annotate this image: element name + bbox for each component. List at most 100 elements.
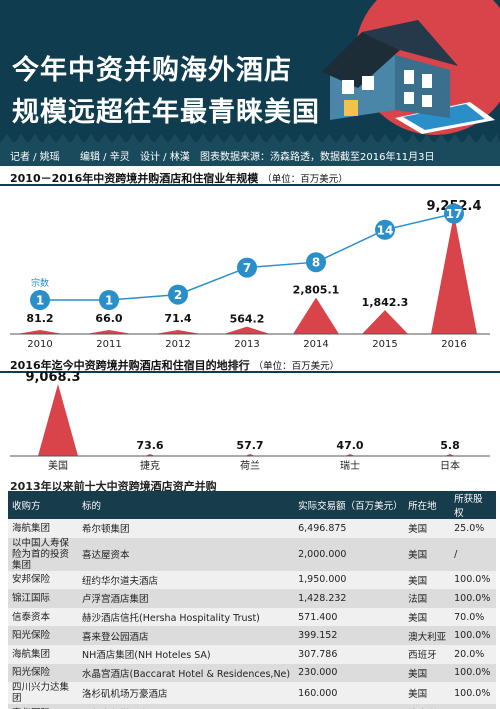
table-header-cell-0: 收购方 bbox=[8, 491, 78, 519]
table-cell: 70.0% bbox=[450, 607, 496, 627]
table-cell: 赫沙酒店信托(Hersha Hospitality Trust) bbox=[78, 607, 295, 627]
table-cell: 洛杉矶机场万豪酒店 bbox=[78, 682, 295, 705]
table-cell: 美国 bbox=[404, 663, 451, 683]
destination-label-美国: 美国 bbox=[48, 459, 68, 472]
page-title-line-2: 规模远超往年最青睐美国 bbox=[12, 97, 320, 128]
value-triangle-2012 bbox=[155, 330, 201, 334]
table-cell: 20.0% bbox=[450, 644, 496, 664]
table-cell: 水晶宫酒店(Baccarat Hotel & Residences,Ne) bbox=[78, 663, 295, 683]
table-row: 四川兴力达集团 洛杉矶机场万豪酒店 160.000 美国 100.0% bbox=[8, 682, 496, 705]
destination-ranking-chart: 9,068.3 73.6 57.7 47.0 5.8 美国 捷克 荷兰 瑞士 日本 bbox=[10, 372, 490, 472]
destination-triangle-美国 bbox=[38, 384, 78, 456]
svg-text:1: 1 bbox=[36, 294, 44, 308]
value-label-2011: 66.0 bbox=[95, 312, 122, 325]
svg-text:7: 7 bbox=[243, 261, 251, 275]
table-cell: 四川兴力达集团 bbox=[8, 682, 78, 705]
chart1-unit: （单位：百万美元） bbox=[262, 174, 348, 185]
deal-count-point-2010: 1 bbox=[30, 290, 50, 310]
credit-editor: 编辑 / 辛灵 bbox=[80, 152, 130, 163]
value-label-2012: 71.4 bbox=[164, 312, 191, 325]
table-cell: 美国 bbox=[404, 682, 451, 705]
value-triangle-2010 bbox=[17, 330, 63, 334]
year-label-2013: 2013 bbox=[234, 339, 259, 350]
year-label-2011: 2011 bbox=[96, 339, 121, 350]
svg-text:14: 14 bbox=[377, 223, 394, 237]
table-cell: 希尔顿集团 bbox=[78, 519, 295, 538]
deal-count-point-2011: 1 bbox=[99, 290, 119, 310]
table-cell: 307.786 bbox=[294, 644, 405, 664]
value-triangle-2015 bbox=[362, 310, 408, 334]
table-row: 信泰资本 赫沙酒店信托(Hersha Hospitality Trust) 571.… bbox=[8, 607, 496, 627]
table-cell: 100.0% bbox=[450, 682, 496, 705]
table-cell: 阳光保险 bbox=[8, 663, 78, 683]
table-title: 2013年以来前十大中资跨境酒店资产并购 bbox=[10, 480, 217, 493]
chart1-rule bbox=[0, 184, 500, 186]
table-cell: 100.0% bbox=[450, 589, 496, 608]
table-cell: 100.0% bbox=[450, 663, 496, 683]
table-cell: 澳大利亚 bbox=[404, 626, 451, 645]
value-triangle-2013 bbox=[224, 326, 270, 334]
table-cell: 1,428.232 bbox=[294, 589, 405, 608]
table-cell: 澳大利亚 bbox=[404, 704, 451, 709]
table-cell: 信泰资本 bbox=[8, 607, 78, 627]
table-cell: 100.0% bbox=[450, 626, 496, 645]
table-cell: 安邦保险 bbox=[8, 570, 78, 590]
value-label-2013: 564.2 bbox=[230, 313, 265, 326]
table-cell: 113.906 bbox=[294, 704, 405, 709]
credit-source: 图表数据来源：汤森路透，数据截至2016年11月3日 bbox=[200, 152, 435, 163]
table-cell: 美国 bbox=[404, 519, 451, 538]
value-triangle-2014 bbox=[293, 297, 339, 334]
year-label-2016: 2016 bbox=[441, 339, 466, 350]
table-cell: 墨尔本凯悦酒店 bbox=[78, 704, 295, 709]
table-row: 海航集团 希尔顿集团 6,496.875 美国 25.0% bbox=[8, 519, 496, 538]
table-cell: 锦江国际 bbox=[8, 589, 78, 608]
destination-value-捷克: 73.6 bbox=[136, 439, 163, 452]
svg-text:8: 8 bbox=[312, 256, 320, 270]
deal-count-point-2015: 14 bbox=[375, 219, 395, 240]
deal-count-series-label: 宗数 bbox=[31, 277, 49, 289]
svg-text:1: 1 bbox=[105, 294, 113, 308]
credit-reporter: 记者 / 姚瑶 bbox=[10, 152, 60, 163]
table-header-cell-1: 标的 bbox=[78, 491, 295, 519]
header-banner: 今年中资并购海外酒店 规模远超往年最青睐美国 bbox=[0, 0, 500, 142]
value-label-2015: 1,842.3 bbox=[362, 296, 409, 309]
table-row: 锦江国际 卢浮宫酒店集团 1,428.232 法国 100.0% bbox=[8, 589, 496, 608]
table-cell: 海航集团 bbox=[8, 644, 78, 664]
chart2-title-text: 2016年迄今中资跨境并购酒店和住宿目的地排行 bbox=[10, 359, 250, 372]
table-row: 以中国人寿保险为首的投资集团 喜达屋资本 2,000.000 美国 / bbox=[8, 537, 496, 571]
table-header-cell-4: 所获股权 bbox=[450, 491, 496, 519]
value-triangle-2011 bbox=[86, 330, 132, 334]
table-cell: 喜来登公园酒店 bbox=[78, 626, 295, 645]
year-label-2015: 2015 bbox=[372, 339, 397, 350]
table-cell: 230.000 bbox=[294, 663, 405, 683]
table-cell: 2,000.000 bbox=[294, 537, 405, 571]
table-cell: / bbox=[450, 537, 496, 571]
table-cell: 399.152 bbox=[294, 626, 405, 645]
table-cell: 以中国人寿保险为首的投资集团 bbox=[8, 537, 78, 571]
table-cell: 海航集团 bbox=[8, 519, 78, 538]
destination-label-荷兰: 荷兰 bbox=[240, 459, 260, 472]
deal-count-point-2016: 17 bbox=[444, 203, 464, 224]
chart2-title: 2016年迄今中资跨境并购酒店和住宿目的地排行 （单位：百万美元） bbox=[10, 357, 339, 373]
svg-text:2: 2 bbox=[174, 288, 182, 302]
deal-count-point-2013: 7 bbox=[237, 257, 257, 278]
value-label-2010: 81.2 bbox=[26, 312, 53, 325]
house-illustration-icon bbox=[322, 20, 495, 134]
table-cell: 美国 bbox=[404, 537, 451, 571]
destination-label-瑞士: 瑞士 bbox=[340, 459, 360, 472]
table-cell: 阳光保险 bbox=[8, 626, 78, 645]
page-title-line-1: 今年中资并购海外酒店 bbox=[12, 55, 292, 86]
table-cell: 西班牙 bbox=[404, 644, 451, 664]
table-row: 富华国际墨尔本凯悦酒店113.906澳大利亚100.0% bbox=[8, 704, 496, 709]
value-label-2014: 2,805.1 bbox=[293, 284, 340, 297]
table-cell: 6,496.875 bbox=[294, 519, 405, 538]
destination-value-日本: 5.8 bbox=[440, 439, 460, 452]
table-row: 阳光保险 喜来登公园酒店 399.152 澳大利亚 100.0% bbox=[8, 626, 496, 645]
credit-design: 设计 / 林漢 bbox=[140, 152, 190, 163]
year-label-2012: 2012 bbox=[165, 339, 190, 350]
table-cell: 纽约华尔道夫酒店 bbox=[78, 570, 295, 590]
credits-bar: 记者 / 姚瑶 编辑 / 辛灵 设计 / 林漢 图表数据来源：汤森路透，数据截至… bbox=[0, 142, 500, 166]
chart1-title-text: 2010－2016年中资跨境并购酒店和住宿业年规模 bbox=[10, 172, 259, 185]
destination-value-荷兰: 57.7 bbox=[236, 439, 263, 452]
table-row: 阳光保险 水晶宫酒店(Baccarat Hotel & Residences,Ne… bbox=[8, 663, 496, 683]
